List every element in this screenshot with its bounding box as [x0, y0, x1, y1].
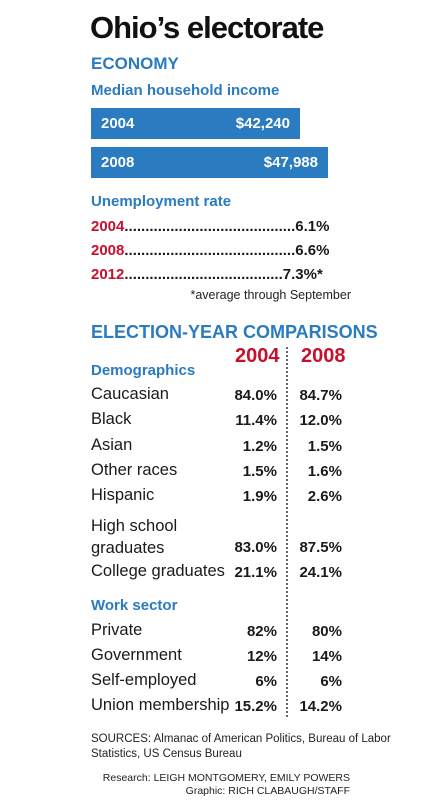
- table-cell-2008: 1.5%: [307, 438, 342, 455]
- table-cell-2008: 6%: [320, 673, 342, 690]
- unemployment-value: 6.1%: [295, 218, 330, 235]
- table-cell-2004: 83.0%: [234, 539, 277, 556]
- income-bar-value: $47,988: [263, 154, 318, 171]
- table-cell-2004: 11.4%: [235, 412, 277, 429]
- table-row-label: Caucasian: [91, 385, 169, 403]
- table-cell-2004: 1.5%: [242, 463, 277, 480]
- table-cell-2008: 84.7%: [299, 387, 342, 404]
- table-cell-2004: 82%: [246, 623, 277, 640]
- table-cell-2004: 84.0%: [234, 387, 277, 404]
- unemployment-value: 6.6%: [295, 242, 330, 259]
- income-bar-year: 2004: [101, 115, 135, 132]
- unemployment-label: Unemployment rate: [91, 193, 232, 210]
- income-bar-year: 2008: [101, 154, 135, 171]
- dot-leader: ........................................…: [124, 242, 296, 259]
- table-cell-2004: 1.9%: [242, 488, 277, 505]
- graphic-credit: Graphic: RICH CLABAUGH/STAFF: [185, 785, 350, 797]
- unemployment-row: 2004....................................…: [91, 218, 329, 235]
- table-cell-2008: 2.6%: [307, 488, 342, 505]
- table-cell-2008: 1.6%: [307, 463, 342, 480]
- income-bar: 2008 $47,988: [91, 147, 328, 178]
- table-row-label: Union membership: [91, 696, 230, 714]
- unemployment-row: 2012....................................…: [91, 266, 323, 283]
- demographics-label: Demographics: [91, 362, 196, 379]
- unemployment-year: 2004: [91, 218, 125, 235]
- table-row-label: Self-employed: [91, 671, 197, 689]
- table-row-label: High school graduates: [91, 517, 178, 557]
- income-label: Median household income: [91, 82, 280, 99]
- column-divider: [286, 347, 288, 717]
- unemployment-year: 2012: [91, 266, 125, 283]
- column-header-2008: 2008: [301, 345, 346, 367]
- unemployment-value: 7.3%*: [282, 266, 323, 283]
- economy-heading: ECONOMY: [91, 54, 179, 73]
- unemployment-year: 2008: [91, 242, 125, 259]
- table-cell-2008: 14%: [311, 648, 342, 665]
- sources-note: SOURCES: Almanac of American Politics, B…: [91, 733, 391, 760]
- table-cell-2004: 1.2%: [242, 438, 277, 455]
- table-row-label: Other races: [91, 461, 178, 479]
- table-cell-2008: 24.1%: [299, 564, 342, 581]
- table-cell-2008: 80%: [311, 623, 342, 640]
- table-cell-2004: 6%: [255, 673, 277, 690]
- table-row-label: Asian: [91, 436, 133, 454]
- table-row-label: Government: [91, 646, 182, 664]
- table-row-label: Private: [91, 621, 143, 639]
- table-row-label: Black: [91, 410, 132, 428]
- income-bar: 2004 $42,240: [91, 108, 300, 139]
- comparison-heading: ELECTION-YEAR COMPARISONS: [91, 322, 378, 342]
- table-cell-2004: 21.1%: [234, 564, 277, 581]
- table-cell-2004: 15.2%: [234, 698, 277, 715]
- column-header-2004: 2004: [235, 345, 280, 367]
- table-cell-2008: 14.2%: [299, 698, 342, 715]
- research-credit: Research: LEIGH MONTGOMERY, EMILY POWERS: [102, 772, 350, 784]
- table-cell-2008: 12.0%: [299, 412, 342, 429]
- table-cell-2008: 87.5%: [299, 539, 342, 556]
- income-bar-value: $42,240: [235, 115, 290, 132]
- table-row-label: College graduates: [91, 562, 225, 580]
- page-title: Ohio’s electorate: [90, 10, 324, 45]
- work-sector-label: Work sector: [91, 597, 178, 614]
- table-row-label: Hispanic: [91, 486, 155, 504]
- table-cell-2004: 12%: [246, 648, 277, 665]
- dot-leader: ......................................: [124, 266, 283, 283]
- unemployment-row: 2008....................................…: [91, 242, 329, 259]
- dot-leader: ........................................…: [124, 218, 296, 235]
- footnote: *average through September: [190, 288, 351, 302]
